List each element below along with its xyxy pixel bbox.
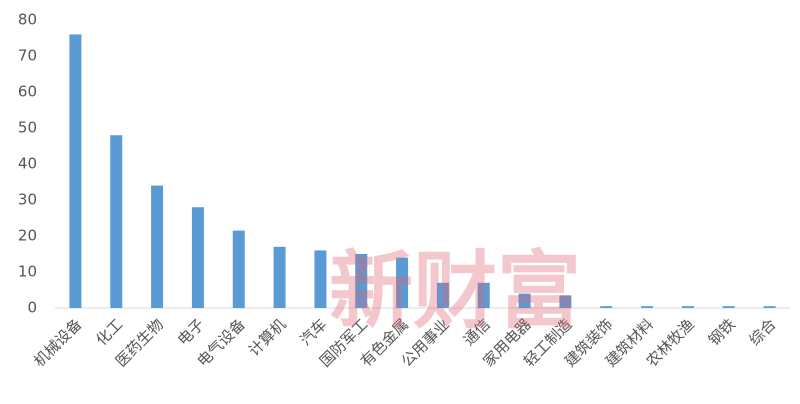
bar bbox=[314, 250, 327, 308]
bar bbox=[396, 257, 409, 308]
bar bbox=[110, 135, 123, 308]
x-tick-label: 化工 bbox=[92, 315, 126, 349]
y-tick-label: 80 bbox=[18, 11, 37, 29]
y-tick-label: 70 bbox=[18, 47, 37, 65]
bar bbox=[436, 282, 449, 308]
bar bbox=[355, 254, 368, 308]
x-tick-label: 综合 bbox=[746, 315, 780, 349]
bar bbox=[681, 306, 694, 308]
y-tick-label: 10 bbox=[18, 263, 37, 281]
y-tick-label: 0 bbox=[27, 299, 37, 317]
x-tick-label: 计算机 bbox=[245, 315, 290, 360]
y-tick-label: 40 bbox=[18, 155, 37, 173]
bar bbox=[69, 34, 82, 309]
watermark: 新财富 bbox=[329, 241, 581, 340]
bar bbox=[232, 230, 245, 308]
x-tick-label: 汽车 bbox=[296, 315, 330, 349]
bar bbox=[641, 306, 654, 308]
bar bbox=[191, 207, 204, 308]
bar bbox=[518, 293, 531, 308]
x-tick-label: 钢铁 bbox=[705, 315, 739, 349]
bar bbox=[477, 282, 490, 308]
bar bbox=[722, 306, 735, 308]
bar bbox=[151, 185, 164, 308]
y-tick-label: 50 bbox=[18, 119, 37, 137]
bar bbox=[273, 246, 286, 308]
bar bbox=[600, 306, 613, 308]
x-tick-label: 电子 bbox=[174, 315, 208, 349]
y-tick-label: 30 bbox=[18, 191, 37, 209]
y-tick-label: 60 bbox=[18, 83, 37, 101]
bar bbox=[559, 295, 572, 308]
x-tick-label: 机械设备 bbox=[30, 315, 85, 370]
y-tick-label: 20 bbox=[18, 227, 37, 245]
bar bbox=[763, 306, 776, 308]
